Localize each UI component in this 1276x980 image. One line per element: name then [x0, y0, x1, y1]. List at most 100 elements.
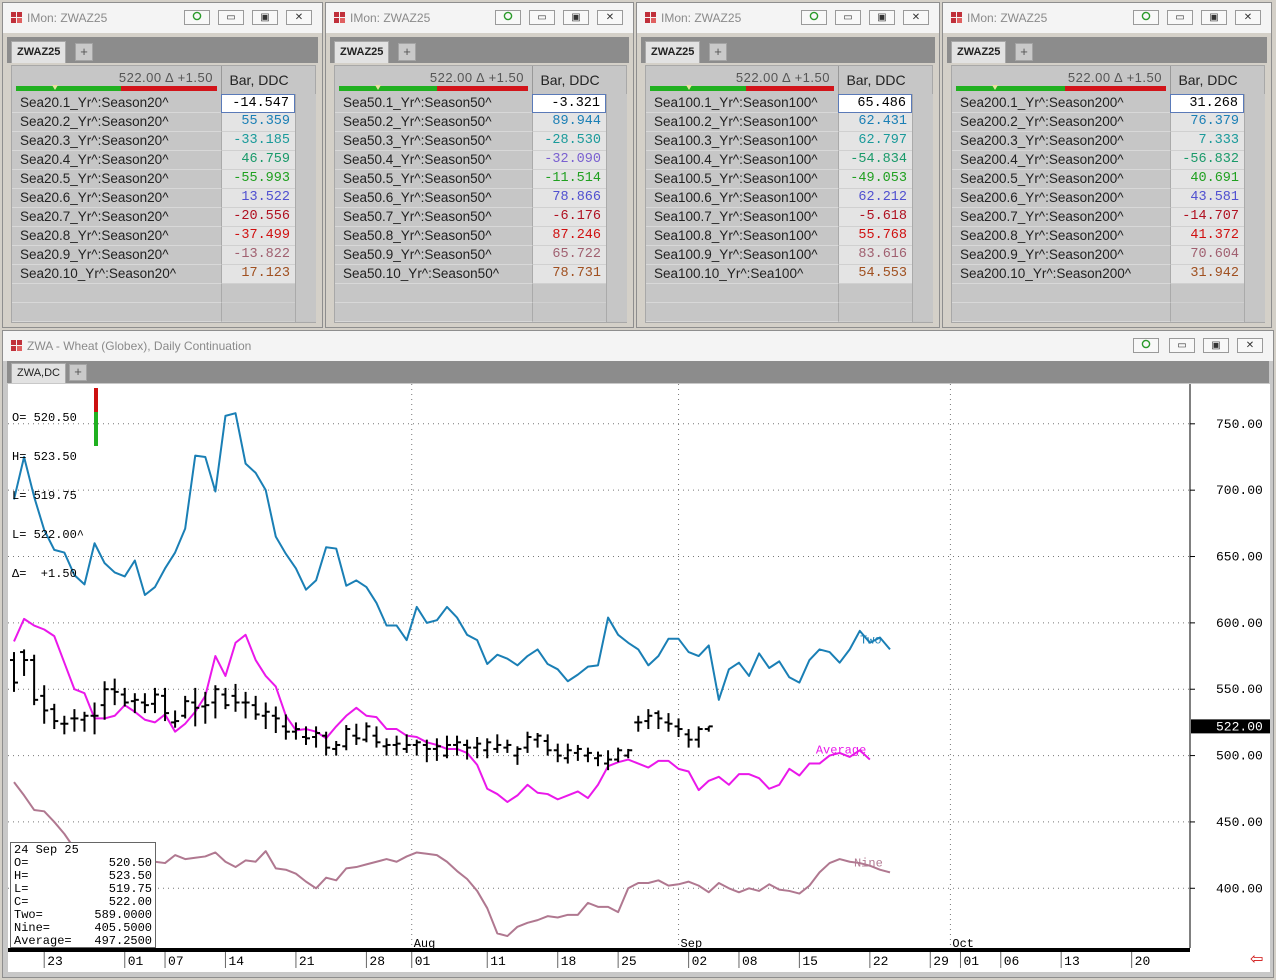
table-row[interactable]: Sea200.4_Yr^:Season200^ -56.832 — [952, 151, 1250, 170]
table-row[interactable]: Sea20.2_Yr^:Season20^ 55.359 — [12, 113, 310, 132]
table-row[interactable]: Sea20.10_Yr^:Season20^ 17.123 — [12, 265, 310, 284]
row-value[interactable]: 7.333 — [1170, 132, 1244, 151]
row-value[interactable]: -5.618 — [838, 208, 912, 227]
tab-symbol[interactable]: ZWAZ25 — [11, 41, 67, 63]
row-value[interactable]: 55.768 — [838, 227, 912, 246]
close-button[interactable]: ✕ — [597, 10, 623, 25]
row-value[interactable]: 55.359 — [221, 113, 295, 132]
panel-titlebar[interactable]: IMon: ZWAZ25 ▭ ▣ ✕ — [326, 3, 633, 33]
row-value[interactable]: 65.722 — [532, 246, 606, 265]
maximize-button[interactable]: ▣ — [252, 10, 278, 25]
column-header[interactable]: Bar, DDC — [1170, 66, 1245, 94]
tab-symbol[interactable]: ZWAZ25 — [645, 41, 701, 63]
row-value[interactable]: -14.547 — [221, 94, 295, 113]
row-value[interactable]: -13.822 — [221, 246, 295, 265]
row-value[interactable]: 31.268 — [1170, 94, 1244, 113]
maximize-button[interactable]: ▣ — [869, 10, 895, 25]
table-row[interactable]: Sea200.6_Yr^:Season200^ 43.581 — [952, 189, 1250, 208]
minimize-button[interactable]: ▭ — [529, 10, 555, 25]
maximize-button[interactable]: ▣ — [1203, 338, 1229, 353]
close-button[interactable]: ✕ — [1235, 10, 1261, 25]
column-header[interactable]: Bar, DDC — [838, 66, 913, 94]
scroll-left-arrow[interactable]: ⇦ — [1250, 951, 1264, 968]
table-row[interactable]: Sea20.9_Yr^:Season20^ -13.822 — [12, 246, 310, 265]
table-row[interactable]: Sea100.9_Yr^:Season100^ 83.616 — [646, 246, 944, 265]
add-tab-button[interactable]: + — [75, 43, 93, 61]
tab-symbol[interactable]: ZWAZ25 — [951, 41, 1007, 63]
row-value[interactable]: -33.185 — [221, 132, 295, 151]
link-icon[interactable] — [495, 10, 521, 25]
row-value[interactable]: -49.053 — [838, 170, 912, 189]
add-tab-button[interactable]: + — [398, 43, 416, 61]
table-row[interactable]: Sea100.8_Yr^:Season100^ 55.768 — [646, 227, 944, 246]
close-button[interactable]: ✕ — [286, 10, 312, 25]
panel-titlebar[interactable]: IMon: ZWAZ25 ▭ ▣ ✕ — [943, 3, 1271, 33]
minimize-button[interactable]: ▭ — [1167, 10, 1193, 25]
chart-area[interactable]: 400.00 450.00 500.00 550.00 600.00 650.00 700.… — [8, 384, 1270, 972]
row-value[interactable]: 31.942 — [1170, 265, 1244, 284]
table-row[interactable]: Sea20.1_Yr^:Season20^ -14.547 — [12, 94, 310, 113]
row-value[interactable]: 83.616 — [838, 246, 912, 265]
table-row[interactable]: Sea50.1_Yr^:Season50^ -3.321 — [335, 94, 633, 113]
table-row[interactable]: Sea20.8_Yr^:Season20^ -37.499 — [12, 227, 310, 246]
table-row[interactable]: Sea100.5_Yr^:Season100^ -49.053 — [646, 170, 944, 189]
table-row[interactable]: Sea50.7_Yr^:Season50^ -6.176 — [335, 208, 633, 227]
minimize-button[interactable]: ▭ — [1169, 338, 1195, 353]
column-header[interactable]: Bar, DDC — [532, 66, 607, 94]
tab-zwa-dc[interactable]: ZWA,DC — [11, 363, 66, 383]
table-row[interactable]: Sea100.1_Yr^:Season100^ 65.486 — [646, 94, 944, 113]
row-value[interactable]: -54.834 — [838, 151, 912, 170]
table-row[interactable]: Sea100.3_Yr^:Season100^ 62.797 — [646, 132, 944, 151]
table-row[interactable]: Sea50.6_Yr^:Season50^ 78.866 — [335, 189, 633, 208]
close-button[interactable]: ✕ — [1237, 338, 1263, 353]
add-tab-button[interactable]: + — [69, 364, 87, 381]
add-tab-button[interactable]: + — [1015, 43, 1033, 61]
row-value[interactable]: -37.499 — [221, 227, 295, 246]
row-value[interactable]: -3.321 — [532, 94, 606, 113]
table-row[interactable]: Sea200.7_Yr^:Season200^ -14.707 — [952, 208, 1250, 227]
link-icon[interactable] — [1133, 10, 1159, 25]
row-value[interactable]: 62.212 — [838, 189, 912, 208]
table-row[interactable]: Sea20.3_Yr^:Season20^ -33.185 — [12, 132, 310, 151]
row-value[interactable]: 41.372 — [1170, 227, 1244, 246]
table-row[interactable]: Sea50.8_Yr^:Season50^ 87.246 — [335, 227, 633, 246]
table-row[interactable]: Sea20.7_Yr^:Season20^ -20.556 — [12, 208, 310, 227]
row-value[interactable]: 13.522 — [221, 189, 295, 208]
table-row[interactable]: Sea20.4_Yr^:Season20^ 46.759 — [12, 151, 310, 170]
table-row[interactable]: Sea100.2_Yr^:Season100^ 62.431 — [646, 113, 944, 132]
row-value[interactable]: -32.090 — [532, 151, 606, 170]
panel-titlebar[interactable]: IMon: ZWAZ25 ▭ ▣ ✕ — [637, 3, 939, 33]
table-row[interactable]: Sea200.9_Yr^:Season200^ 70.604 — [952, 246, 1250, 265]
table-row[interactable]: Sea100.6_Yr^:Season100^ 62.212 — [646, 189, 944, 208]
minimize-button[interactable]: ▭ — [218, 10, 244, 25]
table-row[interactable]: Sea200.1_Yr^:Season200^ 31.268 — [952, 94, 1250, 113]
row-value[interactable]: 62.797 — [838, 132, 912, 151]
table-row[interactable]: Sea50.10_Yr^:Season50^ 78.731 — [335, 265, 633, 284]
row-value[interactable]: 46.759 — [221, 151, 295, 170]
table-row[interactable]: Sea100.7_Yr^:Season100^ -5.618 — [646, 208, 944, 227]
table-row[interactable]: Sea200.8_Yr^:Season200^ 41.372 — [952, 227, 1250, 246]
table-row[interactable]: Sea20.5_Yr^:Season20^ -55.993 — [12, 170, 310, 189]
table-row[interactable]: Sea200.3_Yr^:Season200^ 7.333 — [952, 132, 1250, 151]
link-icon[interactable] — [1133, 338, 1159, 353]
row-value[interactable]: 17.123 — [221, 265, 295, 284]
table-row[interactable]: Sea50.9_Yr^:Season50^ 65.722 — [335, 246, 633, 265]
maximize-button[interactable]: ▣ — [1201, 10, 1227, 25]
chart-titlebar[interactable]: ZWA - Wheat (Globex), Daily Continuation… — [3, 331, 1273, 361]
table-row[interactable]: Sea200.2_Yr^:Season200^ 76.379 — [952, 113, 1250, 132]
tab-symbol[interactable]: ZWAZ25 — [334, 41, 390, 63]
row-value[interactable]: 89.944 — [532, 113, 606, 132]
row-value[interactable]: -6.176 — [532, 208, 606, 227]
row-value[interactable]: 40.691 — [1170, 170, 1244, 189]
table-row[interactable]: Sea50.5_Yr^:Season50^ -11.514 — [335, 170, 633, 189]
row-value[interactable]: 78.731 — [532, 265, 606, 284]
table-row[interactable]: Sea200.10_Yr^:Season200^ 31.942 — [952, 265, 1250, 284]
row-value[interactable]: 54.553 — [838, 265, 912, 284]
row-value[interactable]: -28.530 — [532, 132, 606, 151]
table-row[interactable]: Sea100.4_Yr^:Season100^ -54.834 — [646, 151, 944, 170]
table-row[interactable]: Sea200.5_Yr^:Season200^ 40.691 — [952, 170, 1250, 189]
close-button[interactable]: ✕ — [903, 10, 929, 25]
panel-titlebar[interactable]: IMon: ZWAZ25 ▭ ▣ ✕ — [3, 3, 322, 33]
row-value[interactable]: -55.993 — [221, 170, 295, 189]
link-icon[interactable] — [184, 10, 210, 25]
